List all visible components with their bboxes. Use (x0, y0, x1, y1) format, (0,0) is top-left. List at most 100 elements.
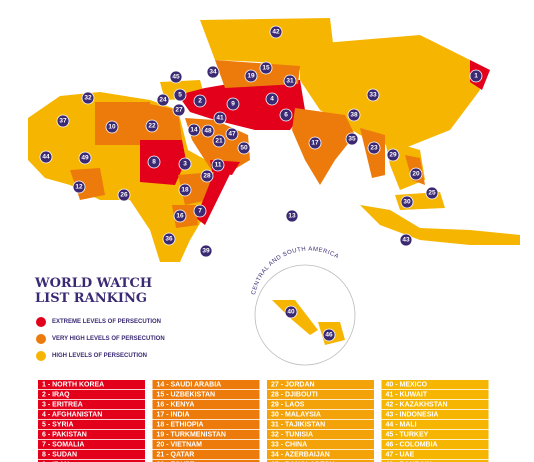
marker-dot (244, 69, 258, 83)
marker-dot (178, 157, 192, 171)
marker-label: 21 (215, 138, 223, 145)
ranking-cell (267, 440, 374, 450)
marker: 27 (172, 103, 186, 117)
ranking-entry: 33 - CHINA (271, 442, 307, 449)
ranking-entry: 15 - UZBEKISTAN (157, 392, 216, 399)
ranking-table: 1 - NORTH KOREA 2 - IRAQ 3 - ERITREA 4 - AF… (38, 380, 489, 462)
marker: 12 (72, 180, 86, 194)
marker-label: 30 (403, 199, 411, 206)
marker: 26 (117, 188, 131, 202)
ranking-entry: 19 - TURKMENISTAN (157, 432, 226, 439)
ranking-entry: 18 - ETHIOPIA (157, 422, 204, 429)
marker-dot (213, 111, 227, 125)
marker: 34 (206, 65, 220, 79)
marker-label: 38 (350, 112, 358, 119)
legend: EXTREME LEVELS OF PERSECUTION VERY HIGH L… (36, 317, 165, 361)
marker-dot (212, 134, 226, 148)
marker-dot (81, 91, 95, 105)
ranking-cell (38, 450, 145, 460)
marker: 19 (244, 69, 258, 83)
marker-label: 14 (190, 127, 198, 134)
ranking-cell (38, 400, 145, 410)
ranking-cell (38, 430, 145, 440)
ranking-entry: 41 - KUWAIT (386, 392, 428, 399)
marker: 32 (81, 91, 95, 105)
marker-label: 41 (216, 115, 224, 122)
marker-dot (469, 69, 483, 83)
ranking-entry: 29 - LAOS (271, 402, 305, 409)
ranking-cell (381, 450, 489, 460)
marker: 23 (367, 141, 381, 155)
marker-dot (200, 169, 214, 183)
ranking-cell (267, 420, 374, 430)
marker-label: 2 (198, 98, 202, 105)
marker: 20 (409, 167, 423, 181)
ranking-cell (267, 430, 374, 440)
marker-label: 22 (148, 123, 156, 130)
ranking-cell (381, 390, 489, 400)
marker: 47 (225, 127, 239, 141)
extreme-middle-east (178, 80, 305, 130)
marker: 15 (259, 61, 273, 75)
ranking-entry: 30 - MALAYSIA (271, 412, 321, 419)
marker-dot (285, 209, 299, 223)
marker-label: 47 (228, 131, 236, 138)
ranking-entry: 8 - SUDAN (42, 452, 77, 459)
marker-label: 31 (286, 78, 294, 85)
marker: 11 (211, 158, 225, 172)
marker-dot (265, 92, 279, 106)
marker-dot (237, 141, 251, 155)
india (292, 108, 355, 185)
ranking-entry: 46 - COLOMBIA (386, 442, 438, 449)
marker-label: 29 (389, 152, 397, 159)
marker: 48 (201, 124, 215, 138)
marker-label: 32 (84, 95, 92, 102)
marker-dot (425, 186, 439, 200)
legend-dot (36, 334, 46, 344)
marker: 49 (78, 151, 92, 165)
marker: 44 (39, 150, 53, 164)
ranking-entry: 4 - AFGHANISTAN (42, 412, 102, 419)
marker: 33 (366, 88, 380, 102)
marker-label: 50 (240, 145, 248, 152)
marker: 29 (386, 148, 400, 162)
marker-dot (56, 114, 70, 128)
marker-dot (172, 103, 186, 117)
ranking-entry: 31 - TAJIKISTAN (271, 422, 325, 429)
marker: 42 (269, 25, 283, 39)
marker-dot (72, 180, 86, 194)
ranking-cell (152, 440, 260, 450)
marker-dot (399, 233, 413, 247)
marker-dot (78, 151, 92, 165)
marker-dot (226, 97, 240, 111)
marker-dot (156, 93, 170, 107)
ranking-cell (267, 400, 374, 410)
marker-dot (400, 195, 414, 209)
ranking-cell (152, 460, 260, 462)
marker: 36 (162, 232, 176, 246)
marker: 45 (169, 70, 183, 84)
world-map (28, 18, 520, 262)
ranking-cell (381, 410, 489, 420)
marker: 18 (178, 183, 192, 197)
legend-dot (36, 317, 46, 327)
marker-dot (347, 108, 361, 122)
marker: 30 (400, 195, 414, 209)
marker-dot (345, 132, 359, 146)
marker-dot (169, 70, 183, 84)
ranking-cell (152, 430, 260, 440)
marker: 31 (283, 74, 297, 88)
ranking-entry: 16 - KENYA (157, 402, 195, 409)
marker-label: 13 (288, 213, 296, 220)
marker: 13 (285, 209, 299, 223)
marker-dot (386, 148, 400, 162)
ranking-entry: 5 - SYRIA (42, 422, 74, 429)
libya (95, 102, 150, 145)
ranking-cell (381, 460, 489, 462)
marker-label: 34 (209, 69, 217, 76)
ranking-cell (381, 400, 489, 410)
ranking-entry: 7 - SOMALIA (42, 442, 84, 449)
marker-dot (39, 150, 53, 164)
marker-dot (173, 88, 187, 102)
